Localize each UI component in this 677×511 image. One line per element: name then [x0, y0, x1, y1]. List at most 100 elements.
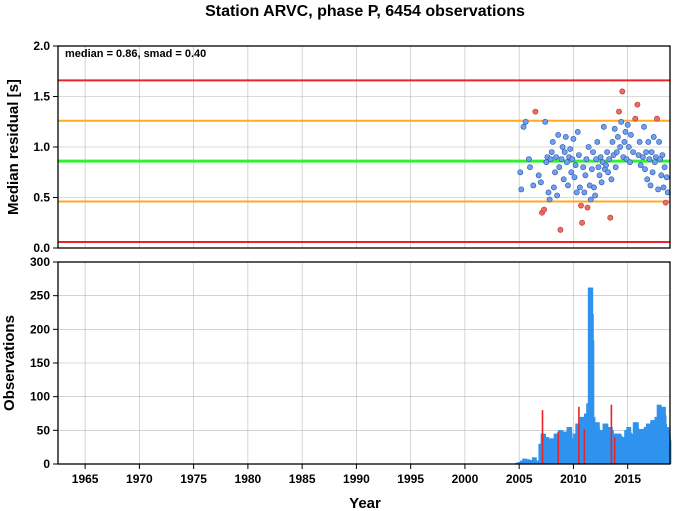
- residual-point: [581, 189, 588, 196]
- residual-point: [580, 164, 587, 171]
- x-tick-label: 1975: [180, 472, 207, 486]
- x-tick-label: 2015: [614, 472, 641, 486]
- outlier-point: [532, 108, 539, 115]
- top-grid: [58, 45, 670, 249]
- residual-point: [572, 162, 579, 169]
- residual-point: [608, 176, 615, 183]
- x-ticks: 1965 1970 1975 1980 1985 1990 1995 2000 2005 2010…: [72, 464, 641, 486]
- outlier-point: [632, 115, 639, 122]
- residual-point: [600, 123, 607, 130]
- residual-point: [605, 169, 611, 176]
- residual-point: [598, 179, 605, 186]
- residual-point: [637, 162, 644, 169]
- top-y-axis-label: Median residual [s]: [5, 79, 22, 215]
- observation-bar: [535, 460, 541, 464]
- outlier-point: [634, 101, 641, 108]
- outlier-bar: [583, 429, 586, 464]
- residual-point: [549, 138, 556, 145]
- outlier-point: [619, 88, 626, 95]
- residual-point: [643, 149, 649, 155]
- observation-bar: [531, 457, 537, 464]
- residual-point: [597, 154, 604, 160]
- residual-point: [556, 164, 563, 171]
- residual-point: [617, 144, 623, 150]
- residual-point: [604, 149, 610, 155]
- top-panel: 0.0 0.5 1.0 1.5 2.0 median = 0.86, smad = 0.…: [5, 39, 671, 255]
- residual-point: [612, 164, 619, 171]
- residual-point: [583, 156, 590, 162]
- outlier-point: [578, 202, 584, 209]
- residual-point: [587, 196, 594, 203]
- residual-point: [561, 149, 568, 155]
- residual-point: [571, 174, 578, 181]
- residual-point: [591, 184, 597, 191]
- residual-point: [630, 149, 636, 155]
- residual-point: [547, 156, 554, 162]
- residual-point: [615, 133, 621, 140]
- observation-bar: [666, 440, 672, 464]
- residual-point: [640, 154, 646, 160]
- residual-point: [517, 169, 524, 176]
- residual-point: [577, 184, 583, 191]
- outlier-bar: [610, 404, 613, 464]
- residual-point: [574, 128, 581, 135]
- residual-point: [624, 121, 631, 128]
- residual-point: [642, 166, 648, 173]
- outlier-point: [584, 204, 591, 211]
- bottom-y-tick-label: 0: [43, 457, 50, 471]
- residual-point: [611, 125, 618, 132]
- bottom-y-tick-label: 300: [30, 255, 50, 269]
- residual-point: [622, 128, 629, 135]
- residual-point: [659, 152, 666, 158]
- residual-point: [650, 133, 657, 140]
- x-tick-label: 2010: [560, 472, 587, 486]
- residual-point: [589, 166, 595, 173]
- bottom-y-tick-label: 200: [30, 322, 50, 336]
- outlier-point: [541, 206, 547, 213]
- residual-point: [595, 164, 602, 171]
- residual-point: [661, 164, 668, 171]
- bottom-y-axis-label: Observations: [1, 315, 18, 411]
- residual-point: [558, 156, 565, 162]
- residual-point: [527, 164, 533, 171]
- x-axis-label: Year: [349, 495, 381, 511]
- x-tick-label: 1965: [72, 472, 99, 486]
- residual-point: [551, 184, 557, 191]
- bottom-y-ticks: 0 50 100 150 200 250 300: [30, 255, 58, 471]
- outlier-bar: [557, 431, 559, 464]
- residual-point: [569, 156, 576, 162]
- residual-point: [641, 123, 647, 130]
- x-tick-label: 1980: [235, 472, 262, 486]
- bottom-y-tick-label: 150: [30, 356, 50, 370]
- residual-point: [636, 138, 643, 145]
- residual-point: [552, 169, 558, 176]
- x-tick-label: 1985: [289, 472, 316, 486]
- residual-point: [559, 144, 566, 150]
- residual-point: [648, 149, 655, 155]
- residual-point: [660, 184, 667, 191]
- top-y-tick-label: 1.5: [33, 90, 50, 104]
- residual-point: [651, 159, 658, 166]
- residual-point: [649, 169, 656, 176]
- residual-point: [554, 192, 560, 199]
- outlier-point: [654, 115, 660, 122]
- outlier-point: [662, 199, 669, 206]
- outlier-bar: [541, 410, 544, 464]
- observation-bar: [528, 460, 534, 464]
- residual-point: [647, 182, 654, 189]
- residual-point: [520, 123, 527, 130]
- observation-bars: [515, 287, 672, 464]
- residual-point: [645, 138, 652, 145]
- residual-point: [542, 118, 549, 125]
- outlier-point: [579, 219, 585, 226]
- residual-point: [656, 138, 662, 145]
- residual-point: [522, 118, 529, 125]
- residual-point: [628, 131, 634, 138]
- outlier-bar: [613, 437, 616, 464]
- residual-point: [564, 159, 570, 166]
- residual-points: [517, 88, 671, 233]
- stats-annotation: median = 0.86, smad = 0.40: [65, 48, 206, 60]
- outlier-point: [607, 214, 614, 221]
